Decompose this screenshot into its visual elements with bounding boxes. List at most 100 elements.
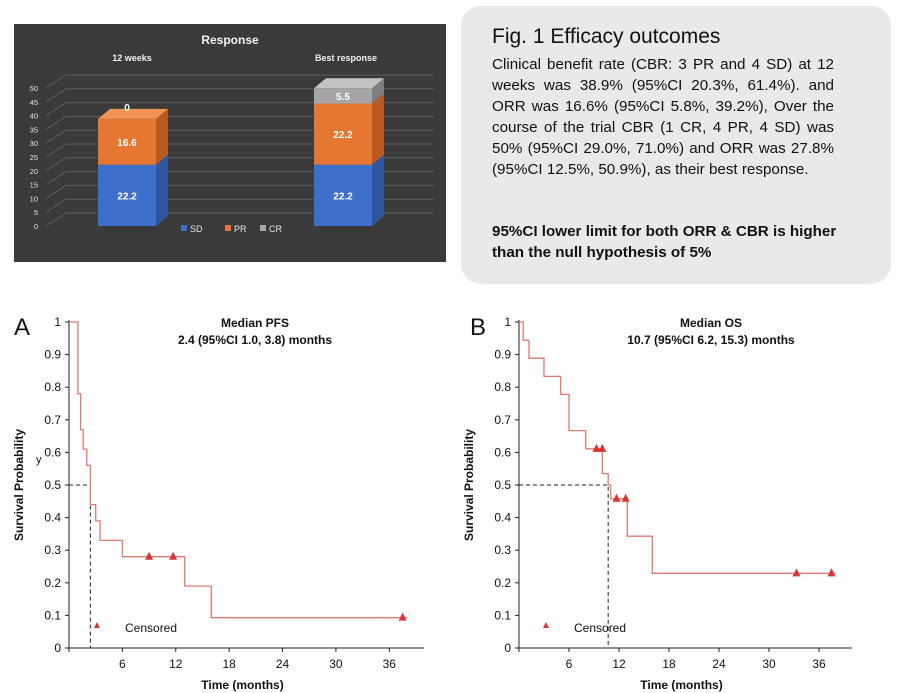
stray-mark: y xyxy=(36,454,42,466)
censored-legend-marker xyxy=(94,622,100,628)
gridline-side xyxy=(45,102,67,117)
km-subtitle: 10.7 (95%CI 6.2, 15.3) months xyxy=(627,333,795,347)
y-tick-label: 0.2 xyxy=(44,576,61,590)
x-tick-label: 12 xyxy=(612,657,626,671)
data-label-sd: 22.2 xyxy=(333,191,353,202)
censored-legend-label: Censored xyxy=(574,621,626,635)
legend: Censored xyxy=(94,621,177,635)
gridline-side xyxy=(45,115,67,130)
figure-conclusion-text: 95%CI lower limit for both ORR & CBR is … xyxy=(492,223,837,261)
y-tick-label: 0.5 xyxy=(494,478,511,492)
y-tick-label: 0.3 xyxy=(44,543,61,557)
y-tick-label: 0.4 xyxy=(44,511,61,525)
y-axis-label: Survival Probability xyxy=(12,429,26,541)
x-tick-label: 30 xyxy=(329,657,343,671)
group-label-12-weeks: 12 weeks xyxy=(112,53,152,63)
y-tick-label: 0.9 xyxy=(494,348,511,362)
y-tick-label: 5 xyxy=(34,208,38,217)
bar-top xyxy=(314,78,384,89)
x-axis-label: Time (months) xyxy=(640,678,722,692)
x-tick-label: 18 xyxy=(662,657,676,671)
y-tick-label: 20 xyxy=(30,167,38,176)
gridline-side xyxy=(45,88,67,103)
gridline-side xyxy=(45,129,67,144)
bar-side-sd xyxy=(372,154,384,226)
censored-marker xyxy=(792,568,801,577)
y-tick-label: 0.2 xyxy=(494,576,511,590)
y-tick-label: 30 xyxy=(30,139,38,148)
censored-markers xyxy=(592,443,836,577)
median-guide xyxy=(69,484,91,648)
y-tick-label: 50 xyxy=(30,84,38,93)
y-tick-label: 0.4 xyxy=(494,511,511,525)
panel-letter-a: A xyxy=(14,314,31,341)
figure-title: Fig. 1 Efficacy outcomes xyxy=(492,25,721,48)
bar-side-pr xyxy=(156,108,168,165)
figure-caption-box xyxy=(461,6,891,284)
survival-curve xyxy=(69,321,408,619)
survival-curve xyxy=(519,321,836,574)
y-tick-label: 15 xyxy=(30,181,38,190)
y-tick-label: 0.8 xyxy=(44,380,61,394)
gridline-side xyxy=(45,184,67,199)
legend-swatch-pr xyxy=(225,225,231,231)
bar-segment-pr xyxy=(98,118,156,165)
km-title: Median PFS xyxy=(221,316,289,330)
gridline-side xyxy=(45,198,67,213)
y-tick-label: 0.5 xyxy=(44,478,61,492)
legend: SD PR CR xyxy=(181,224,282,234)
y-tick-label: 0.1 xyxy=(494,608,511,622)
x-tick-label: 12 xyxy=(169,657,183,671)
legend-swatch-cr xyxy=(260,225,266,231)
y-tick-label: 1 xyxy=(54,315,61,329)
x-tick-label: 18 xyxy=(222,657,236,671)
panel-letter-b: B xyxy=(470,314,487,341)
gridline-side xyxy=(45,171,67,186)
x-tick-label: 6 xyxy=(566,657,573,671)
y-tick-label: 10 xyxy=(30,194,38,203)
data-label-pr: 22.2 xyxy=(333,130,353,141)
censored-legend-marker xyxy=(543,622,549,628)
km-title: Median OS xyxy=(680,316,742,330)
y-tick-label: 0.6 xyxy=(44,445,61,459)
censored-markers xyxy=(145,551,407,621)
x-tick-label: 36 xyxy=(383,657,397,671)
y-tick-label: 0 xyxy=(34,222,38,231)
y-tick-label: 0.1 xyxy=(44,608,61,622)
y-axis-ticks: 0 5 10 15 20 25 30 35 40 45 50 xyxy=(30,84,38,231)
bar-segment-cr xyxy=(314,88,372,104)
bar-segment-sd xyxy=(98,164,156,226)
response-bar-chart: Response 12 weeks Best response 0 5 10 15 20… xyxy=(14,24,446,262)
x-axis-label: Time (months) xyxy=(201,678,283,692)
km-subtitle: 2.4 (95%CI 1.0, 3.8) months xyxy=(178,333,332,347)
median-guide xyxy=(519,484,609,648)
gridline-side xyxy=(45,157,67,172)
figure-body-text: Clinical benefit rate (CBR: 3 PR and 4 S… xyxy=(492,56,834,178)
bar-top xyxy=(98,108,168,119)
censored-marker xyxy=(169,551,178,560)
bar-side-pr xyxy=(372,93,384,165)
censored-legend-label: Censored xyxy=(125,621,177,635)
group-label-best-response: Best response xyxy=(315,53,377,63)
x-tick-label: 24 xyxy=(276,657,290,671)
data-label-cr: 0 xyxy=(124,103,130,114)
axes: 0 0.1 0.2 0.3 0.4 0.5 0.6 0.7 0.8 0.9 1 6 12 18 24 30 36… xyxy=(462,315,852,692)
bar-side-sd xyxy=(156,154,168,226)
x-tick-label: 36 xyxy=(812,657,826,671)
survival-step-line xyxy=(69,321,408,619)
y-tick-label: 0.7 xyxy=(494,413,511,427)
censored-marker xyxy=(145,551,154,560)
y-axis-label: Survival Probability xyxy=(462,429,476,541)
censored-marker xyxy=(398,612,407,621)
y-tick-label: 40 xyxy=(30,112,38,121)
gridline-side xyxy=(45,74,67,89)
y-tick-label: 0 xyxy=(54,641,61,655)
censored-marker xyxy=(598,443,607,452)
y-tick-label: 1 xyxy=(504,315,511,329)
legend-label-sd: SD xyxy=(190,224,203,234)
bar-segment-pr xyxy=(314,103,372,165)
censored-marker xyxy=(621,493,630,502)
legend-label-pr: PR xyxy=(234,224,247,234)
x-tick-label: 24 xyxy=(712,657,726,671)
gridline-side xyxy=(45,143,67,158)
